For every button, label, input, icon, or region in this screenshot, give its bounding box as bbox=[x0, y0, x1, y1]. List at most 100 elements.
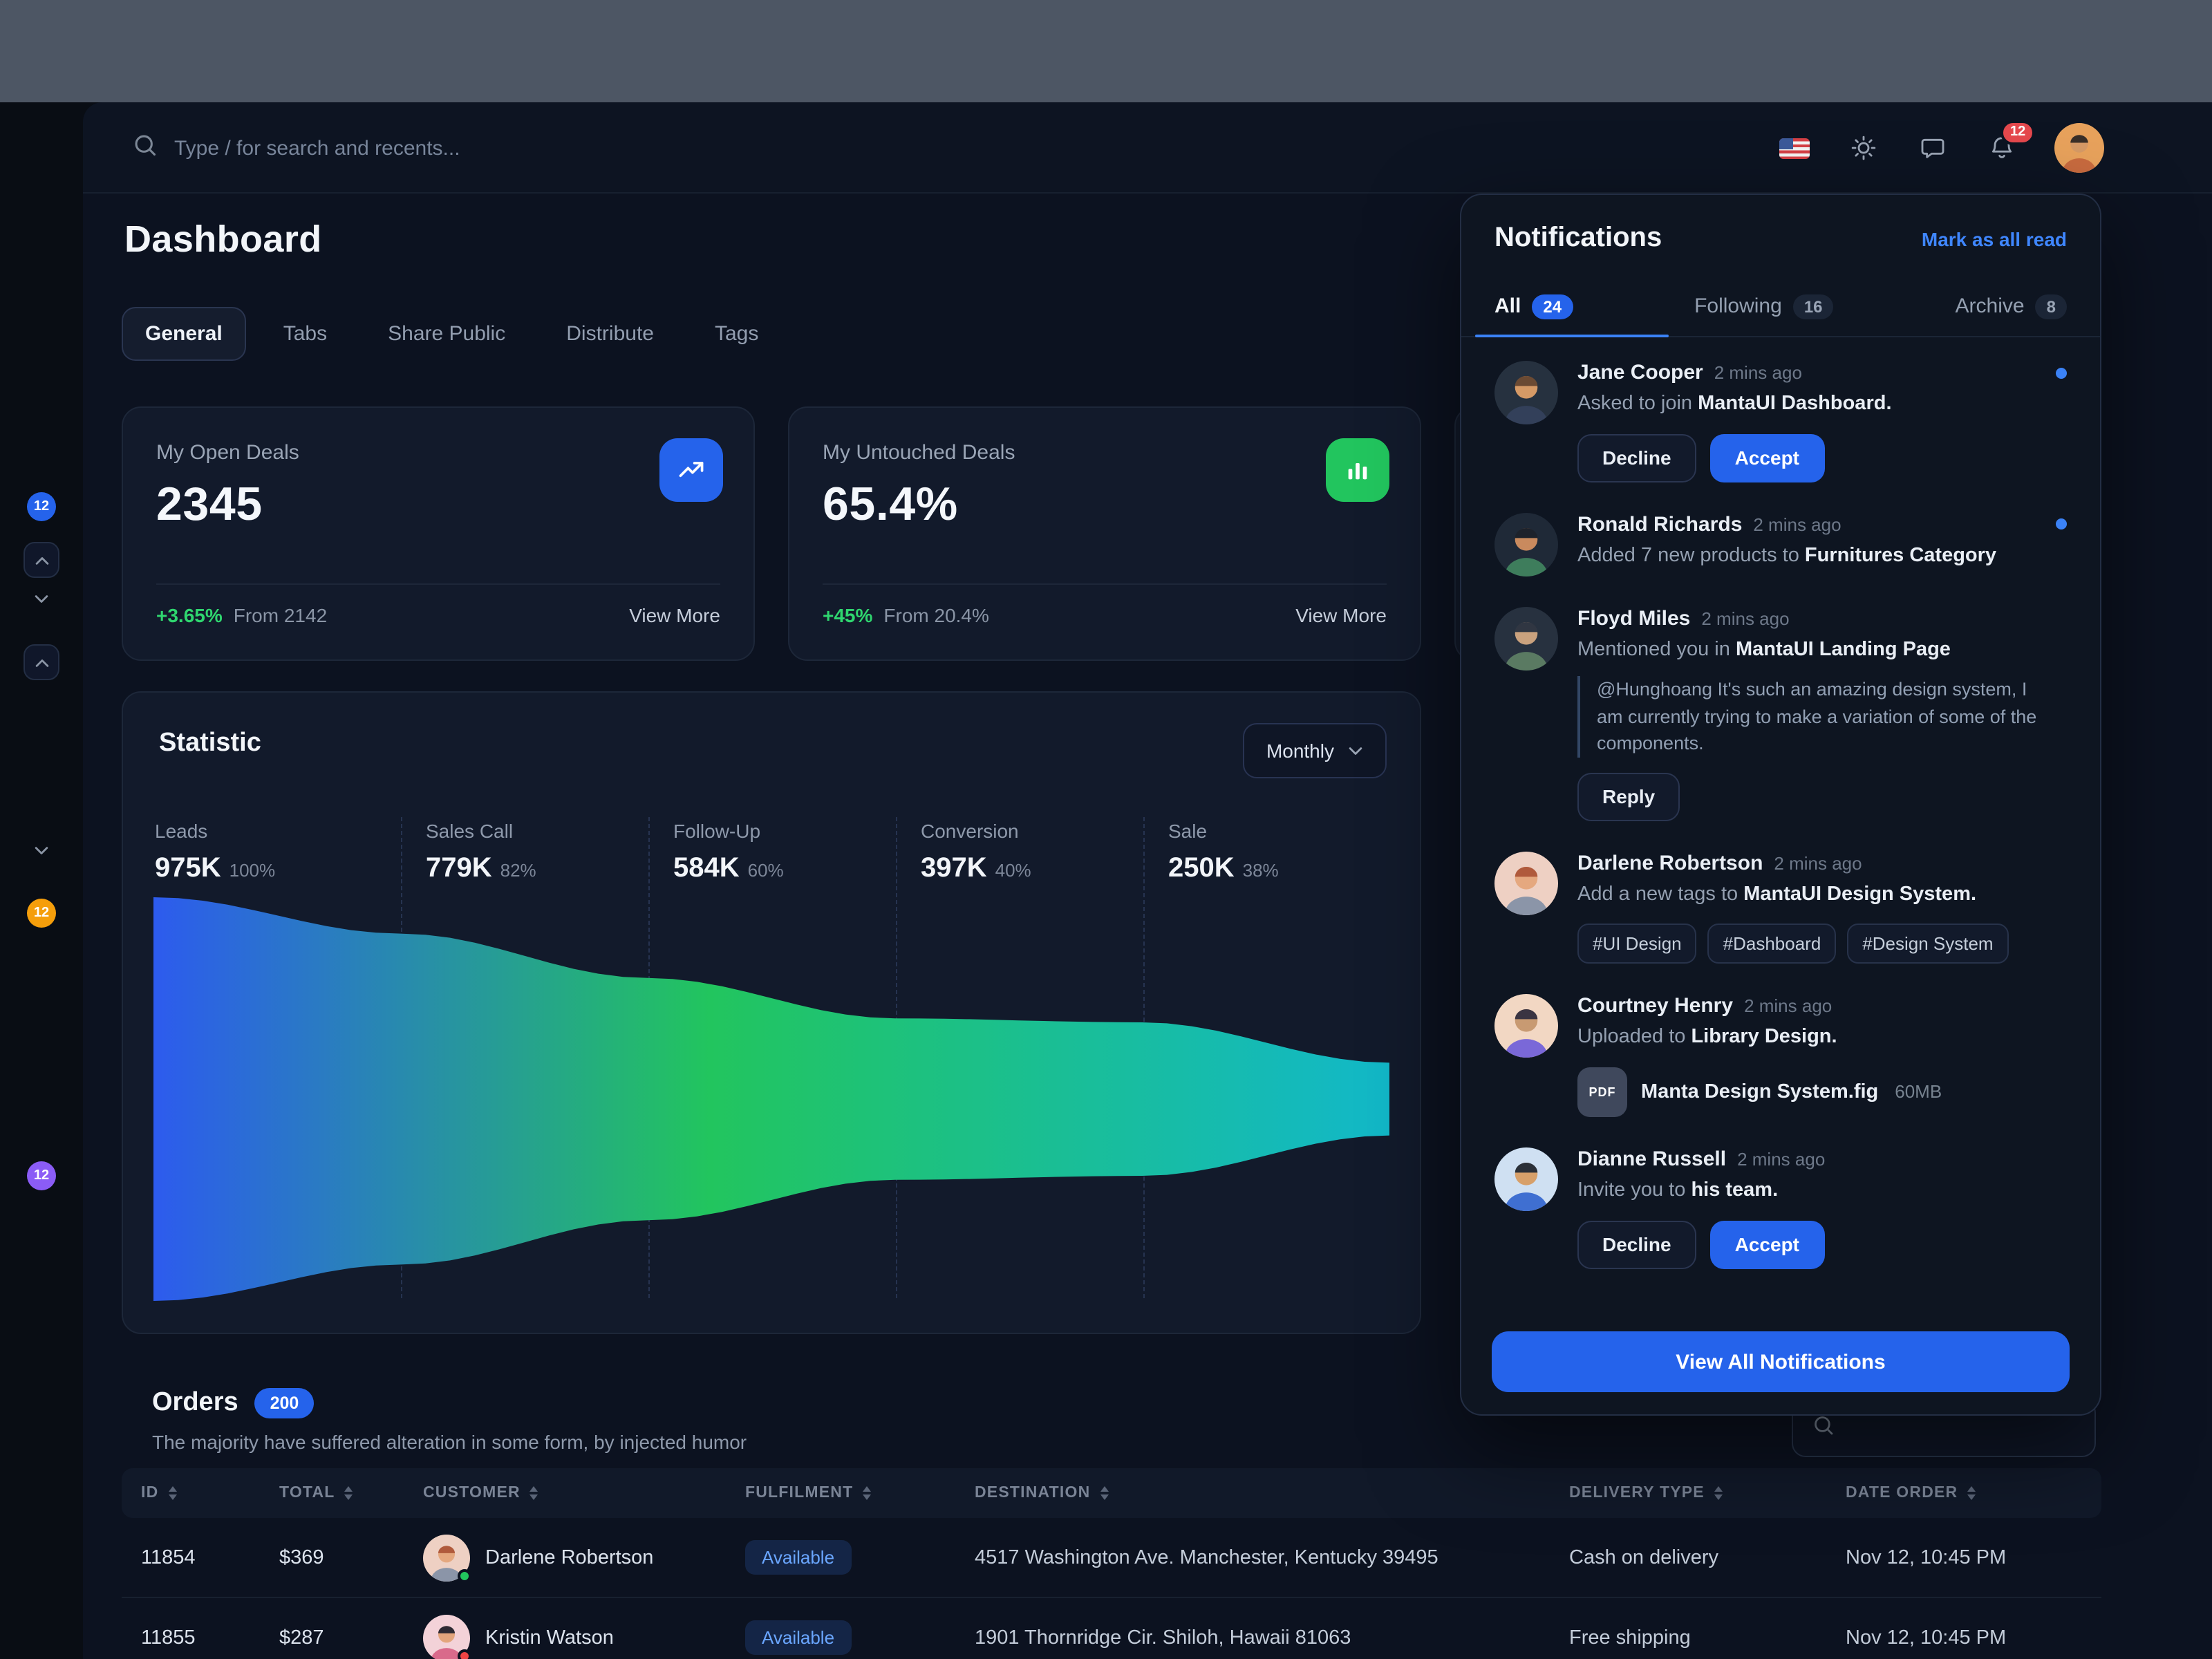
bell-icon bbox=[1991, 137, 2012, 158]
notifications-title: Notifications bbox=[1494, 223, 1662, 253]
tab-following[interactable]: Following 16 bbox=[1694, 294, 1834, 319]
tab-distribute[interactable]: Distribute bbox=[566, 322, 654, 346]
card-footer: +3.65% From 2142 View More bbox=[156, 583, 720, 626]
orders-subtitle: The majority have suffered alteration in… bbox=[152, 1431, 747, 1453]
column-header-delivery-type[interactable]: DELIVERY TYPE bbox=[1569, 1485, 1846, 1501]
view-more-link[interactable]: View More bbox=[1295, 604, 1387, 626]
sort-icon bbox=[344, 1485, 353, 1501]
cell-customer: Kristin Watson bbox=[423, 1614, 745, 1659]
notification-text: Uploaded to Library Design. bbox=[1577, 1026, 1837, 1049]
cell-delivery-type: Cash on delivery bbox=[1569, 1546, 1718, 1568]
table-header: ID TOTAL CUSTOMER FULFILMENT DESTINATION… bbox=[122, 1468, 2101, 1518]
notification-time: 2 mins ago bbox=[1701, 608, 1790, 629]
search-input[interactable] bbox=[174, 136, 700, 160]
quoted-comment: @Hunghoang It's such an amazing design s… bbox=[1577, 676, 2054, 758]
language-button[interactable] bbox=[1778, 131, 1811, 165]
avatar bbox=[1494, 512, 1558, 577]
funnel-column-conversion: Conversion 397K 40% bbox=[921, 820, 1031, 883]
stat-card-open-deals: My Open Deals 2345 +3.65% From 2142 View… bbox=[122, 406, 755, 661]
notifications-button[interactable]: 12 bbox=[1985, 120, 2036, 165]
cell-id: 11854 bbox=[141, 1546, 196, 1568]
avatar bbox=[1494, 994, 1558, 1058]
view-more-link[interactable]: View More bbox=[629, 604, 720, 626]
notification-text: Asked to join MantaUI Dashboard. bbox=[1577, 393, 1892, 415]
sidebar-count-badge-amber: 12 bbox=[27, 899, 56, 928]
notification-item: Courtney Henry 2 mins ago Uploaded to Li… bbox=[1494, 980, 2067, 1132]
trend-up-icon bbox=[659, 438, 723, 502]
column-header-fulfilment[interactable]: FULFILMENT bbox=[745, 1485, 975, 1501]
topbar: 12 bbox=[83, 102, 2212, 194]
active-tab-underline bbox=[1475, 334, 1669, 337]
topbar-actions: 12 bbox=[1778, 102, 2104, 194]
sort-icon bbox=[1967, 1485, 1976, 1501]
messages-button[interactable] bbox=[1916, 131, 1949, 165]
status-dot bbox=[458, 1568, 471, 1582]
main-content: Dashboard General Tabs Share Public Dist… bbox=[83, 194, 2212, 1659]
statistic-card: Statistic Monthly Leads 975K 100% Sales C… bbox=[122, 691, 1421, 1334]
file-name: Manta Design System.fig bbox=[1641, 1080, 1879, 1103]
delta-note: From 2142 bbox=[233, 604, 328, 626]
decline-button[interactable]: Decline bbox=[1577, 433, 1696, 482]
tab-all[interactable]: All 24 bbox=[1494, 294, 1573, 319]
view-all-notifications-button[interactable]: View All Notifications bbox=[1492, 1331, 2070, 1392]
user-avatar[interactable] bbox=[2054, 123, 2104, 173]
unread-dot bbox=[2056, 518, 2067, 530]
column-header-customer[interactable]: CUSTOMER bbox=[423, 1485, 745, 1501]
accept-button[interactable]: Accept bbox=[1709, 1220, 1824, 1268]
global-search bbox=[133, 102, 700, 194]
tag-chip[interactable]: #UI Design bbox=[1577, 924, 1697, 964]
statistic-title: Statistic bbox=[159, 729, 261, 758]
notification-text: Add a new tags to MantaUI Design System. bbox=[1577, 883, 1977, 906]
notification-name: Darlene Robertson bbox=[1577, 851, 1763, 875]
attachment-file[interactable]: PDF Manta Design System.fig 60MB bbox=[1577, 1067, 2067, 1117]
page-title: Dashboard bbox=[124, 218, 322, 260]
delta-value: +45% bbox=[823, 604, 873, 626]
chevron-down-icon bbox=[1349, 747, 1362, 754]
delta-value: +3.65% bbox=[156, 604, 223, 626]
cell-fulfilment: Available bbox=[745, 1620, 975, 1655]
tab-archive[interactable]: Archive 8 bbox=[1956, 294, 2067, 319]
delta-note: From 20.4% bbox=[883, 604, 989, 626]
tag-chip[interactable]: #Design System bbox=[1847, 924, 2009, 964]
notification-time: 2 mins ago bbox=[1737, 1148, 1826, 1170]
notification-text: Invite you to his team. bbox=[1577, 1179, 1779, 1201]
theme-toggle-button[interactable] bbox=[1847, 131, 1880, 165]
decline-button[interactable]: Decline bbox=[1577, 1220, 1696, 1268]
stat-card-untouched-deals: My Untouched Deals 65.4% +45% From 20.4%… bbox=[788, 406, 1421, 661]
sidebar-count-badge-blue: 12 bbox=[27, 492, 56, 521]
sidebar-count-badge-purple: 12 bbox=[27, 1161, 56, 1190]
tab-tags[interactable]: Tags bbox=[714, 322, 759, 346]
funnel-column-follow-up: Follow-Up 584K 60% bbox=[673, 820, 784, 883]
sort-icon bbox=[1100, 1485, 1109, 1501]
tab-general[interactable]: General bbox=[122, 307, 246, 361]
sun-icon bbox=[1851, 135, 1876, 160]
orders-section: Orders 200 The majority have suffered al… bbox=[122, 1385, 2101, 1659]
column-header-total[interactable]: TOTAL bbox=[279, 1485, 423, 1501]
period-select[interactable]: Monthly bbox=[1242, 723, 1387, 778]
sort-icon bbox=[1714, 1485, 1723, 1501]
chevron-down-icon[interactable] bbox=[34, 846, 49, 856]
window-chrome-strip bbox=[0, 0, 2212, 102]
avatar bbox=[1494, 606, 1558, 671]
sort-icon bbox=[168, 1485, 177, 1501]
notification-name: Jane Cooper bbox=[1577, 361, 1703, 384]
mark-all-read-link[interactable]: Mark as all read bbox=[1921, 227, 2067, 250]
chevron-up-icon[interactable] bbox=[24, 542, 59, 578]
table-row: 11854 $369 Darlene Robertson Available 4… bbox=[122, 1518, 2101, 1598]
notification-text: Added 7 new products to Furnitures Categ… bbox=[1577, 544, 1997, 567]
column-header-destination[interactable]: DESTINATION bbox=[975, 1485, 1569, 1501]
column-header-id[interactable]: ID bbox=[141, 1485, 279, 1501]
tag-chip[interactable]: #Dashboard bbox=[1707, 924, 1837, 964]
tab-tabs[interactable]: Tabs bbox=[283, 322, 328, 346]
column-header-date-order[interactable]: DATE ORDER bbox=[1846, 1485, 2101, 1501]
orders-title: Orders bbox=[152, 1388, 238, 1417]
tab-share-public[interactable]: Share Public bbox=[388, 322, 506, 346]
funnel-column-leads: Leads 975K 100% bbox=[155, 820, 276, 883]
sort-icon bbox=[529, 1485, 538, 1501]
orders-search-input[interactable] bbox=[1848, 1417, 2075, 1439]
chevron-down-icon[interactable] bbox=[34, 594, 49, 604]
chevron-up-icon[interactable] bbox=[24, 644, 59, 680]
reply-button[interactable]: Reply bbox=[1577, 772, 1680, 821]
accept-button[interactable]: Accept bbox=[1709, 433, 1824, 482]
